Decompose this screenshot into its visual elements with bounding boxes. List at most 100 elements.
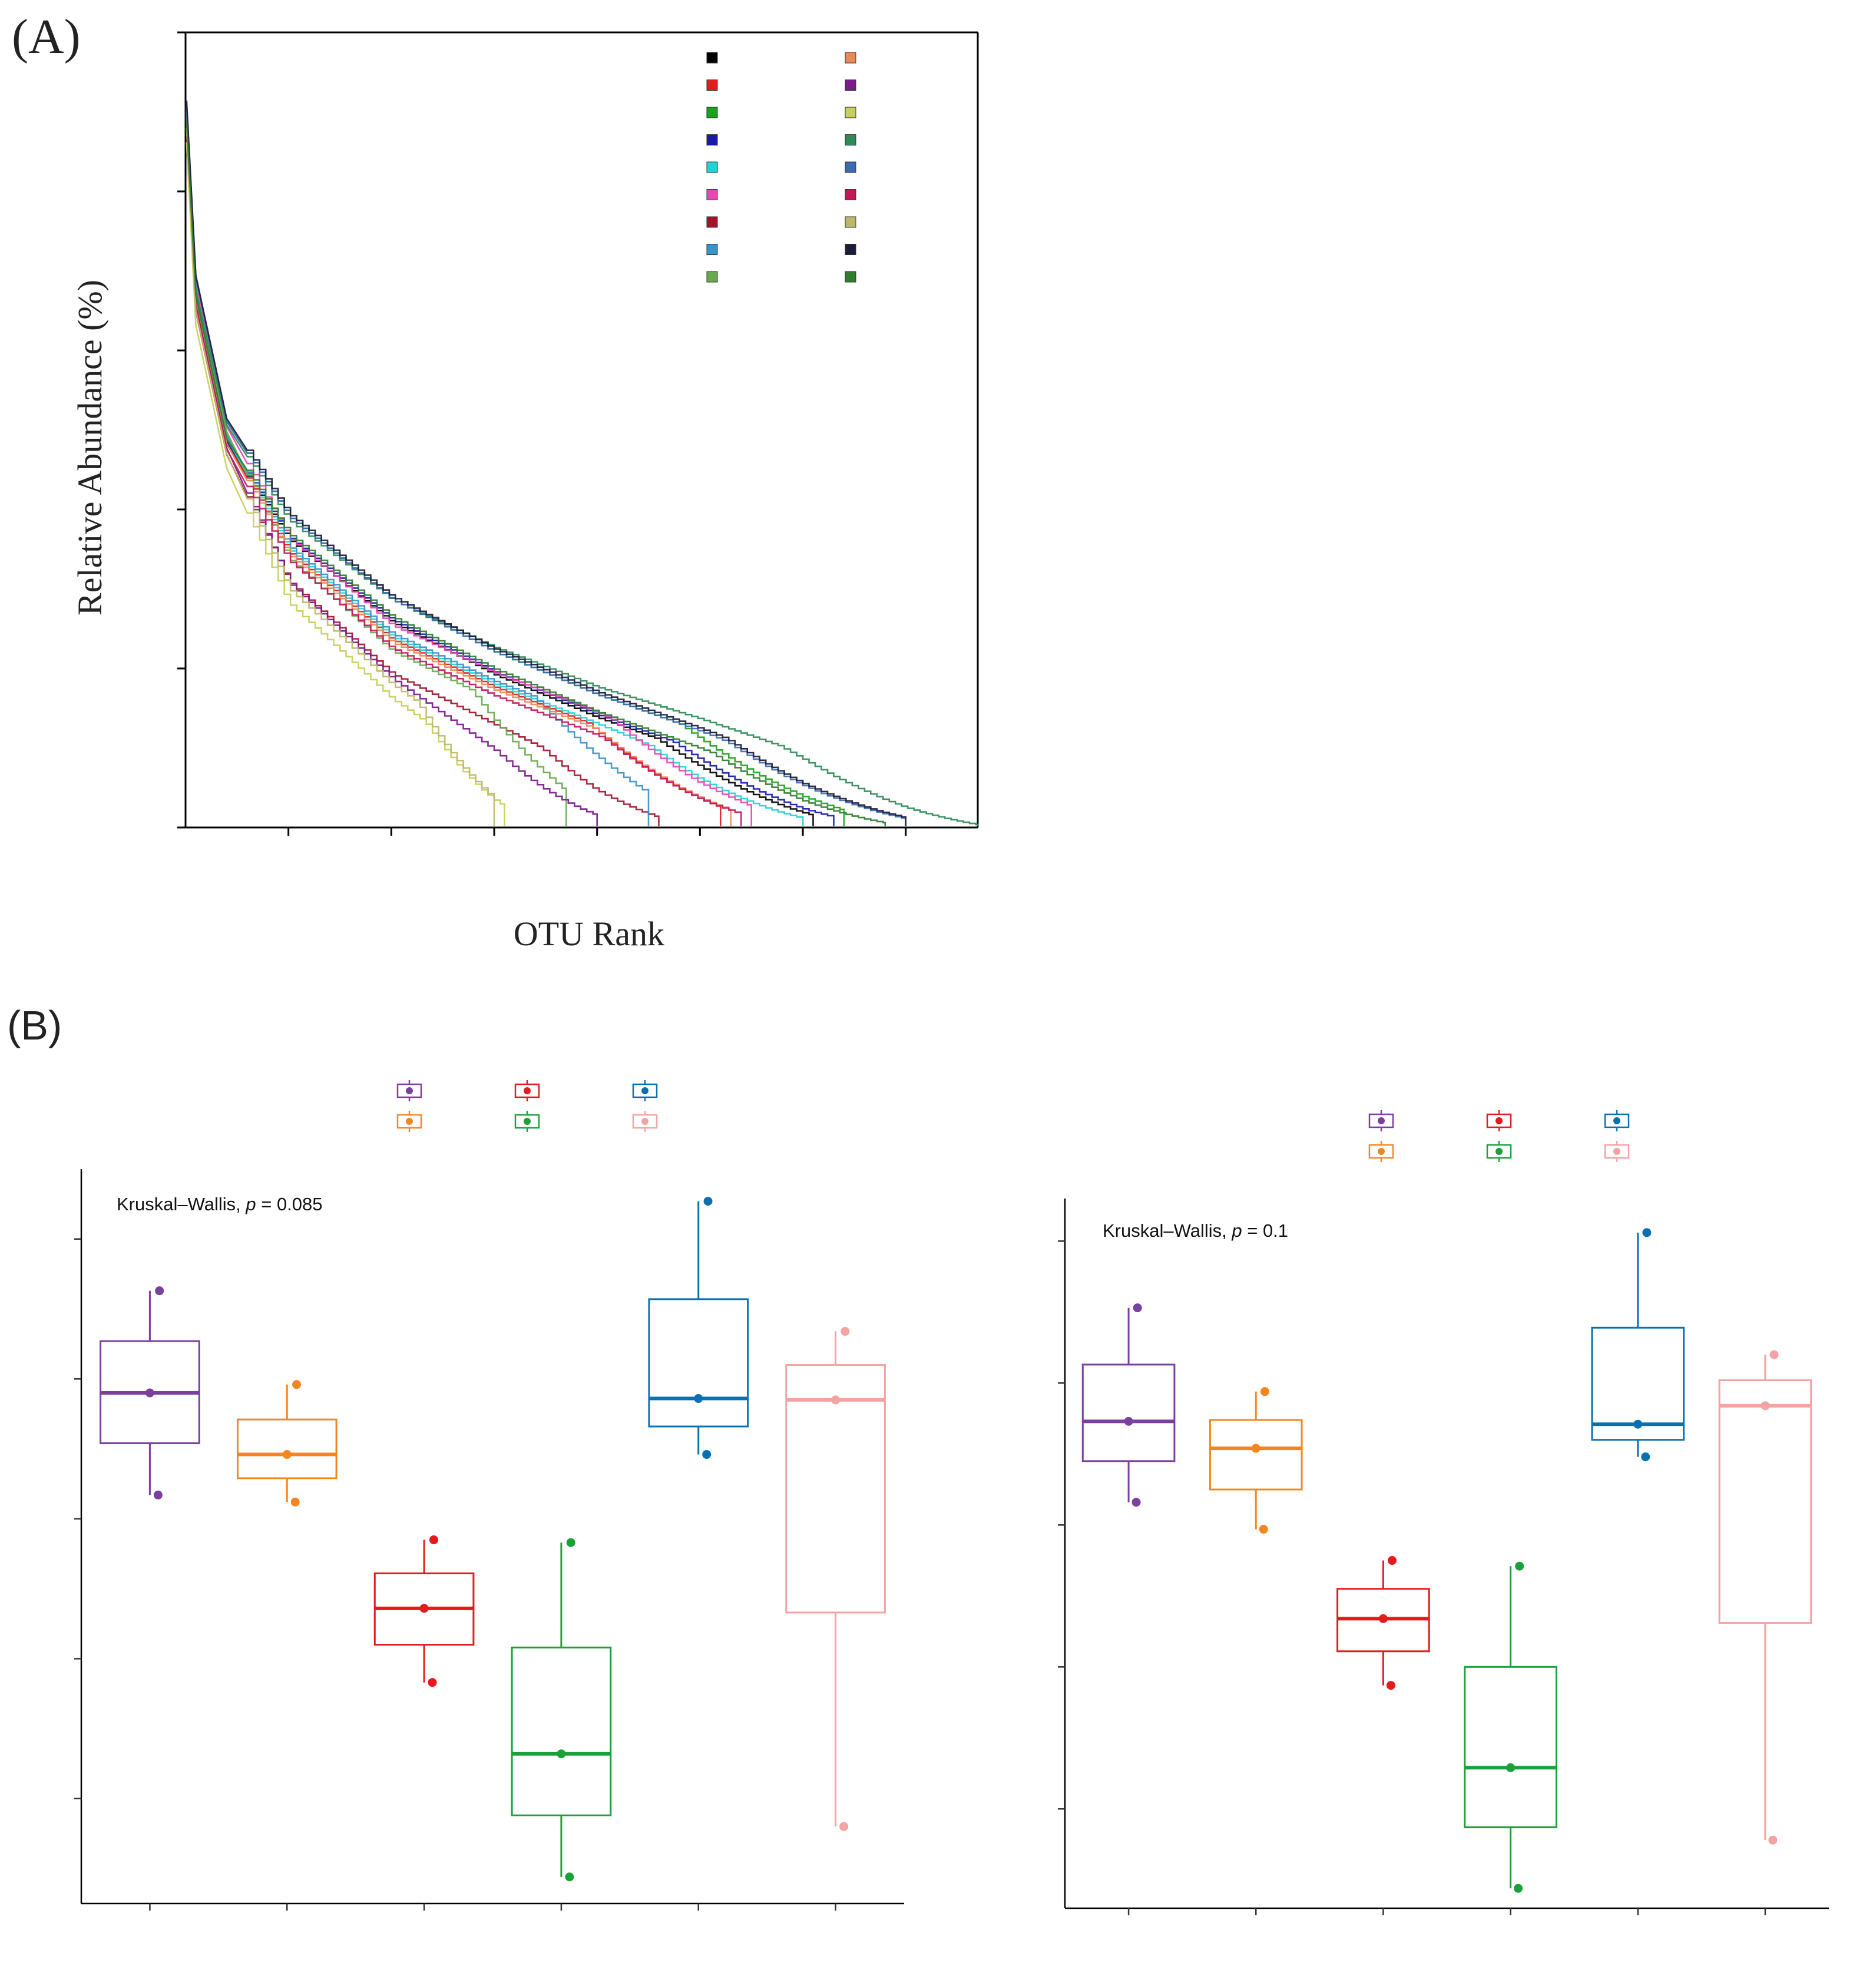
legend-dot [1613, 1117, 1620, 1124]
panel-a-x-ticks [287, 827, 907, 836]
data-point [565, 1872, 574, 1882]
data-point [694, 1394, 703, 1403]
data-point [145, 1388, 154, 1398]
box-iqr [236, 1418, 338, 1479]
data-point [292, 1380, 302, 1389]
series-line-nh1 [186, 114, 979, 826]
data-point [566, 1538, 575, 1547]
legend-dot [641, 1118, 649, 1125]
box-iqr [511, 1646, 612, 1816]
data-point [841, 1327, 850, 1336]
data-point [153, 1490, 163, 1499]
legend-swatch [845, 134, 856, 145]
series-line-nh2 [186, 103, 906, 826]
box-hwh-l [236, 1380, 338, 1507]
series-line-pc3 [186, 120, 886, 826]
legend-dot [1495, 1148, 1503, 1155]
legend-dot [524, 1087, 531, 1094]
box-iqr [785, 1364, 886, 1614]
box-hwh-h [100, 1286, 200, 1499]
legend-dot [641, 1087, 649, 1094]
box-nh [1591, 1228, 1685, 1462]
box-m [373, 1535, 475, 1687]
series-line-pc2 [186, 100, 906, 826]
data-point [1131, 1498, 1141, 1507]
chao-boxplot: Kruskal–Wallis, p = 0.1 [1058, 1110, 1829, 1915]
legend-swatch [706, 161, 718, 173]
data-point [1641, 1452, 1650, 1462]
data-point [1506, 1763, 1516, 1772]
legend-swatch [706, 52, 718, 64]
box-nh [648, 1197, 749, 1459]
data-point [839, 1822, 849, 1831]
panel-a-y-axis-title: Relative Abundance (%) [71, 280, 109, 615]
panel-a-legend [706, 52, 856, 283]
box-iqr [1209, 1419, 1303, 1491]
legend-dot [406, 1118, 413, 1125]
legend-swatch [706, 134, 718, 145]
legend-dot [1495, 1117, 1503, 1124]
box-nc [511, 1538, 612, 1882]
legend-swatch [845, 216, 856, 228]
data-point [1642, 1228, 1652, 1237]
box-iqr [1591, 1326, 1685, 1441]
legend-swatch [706, 271, 718, 283]
legend-dot [406, 1087, 413, 1094]
data-point [831, 1395, 841, 1405]
ace-boxplot: Kruskal–Wallis, p = 0.085 [74, 1080, 904, 1911]
data-point [1769, 1350, 1779, 1359]
data-point [1761, 1401, 1770, 1411]
annotation-p: p [245, 1194, 256, 1214]
panel-a-x-axis-title: OTU Rank [514, 915, 664, 953]
box-m [1336, 1556, 1430, 1690]
series-line-hwh-l1 [186, 123, 835, 826]
box-iqr [1081, 1363, 1176, 1462]
annotation-prefix: Kruskal–Wallis, [1103, 1220, 1232, 1241]
legend-swatch [706, 244, 718, 255]
panel-a-y-ticks [177, 31, 186, 829]
legend-swatch [845, 244, 856, 255]
box-hwh-l [1209, 1387, 1303, 1534]
kruskal-wallis-annotation: Kruskal–Wallis, p = 0.085 [117, 1194, 323, 1214]
legend-dot [1378, 1148, 1385, 1155]
data-point [1124, 1416, 1133, 1426]
legend-dot [524, 1118, 531, 1125]
box-pc [785, 1327, 886, 1831]
panel-a-label: (A) [12, 9, 81, 64]
panel-a: (A) Relative Abundance (%) OTU Rank [12, 9, 979, 953]
annotation-prefix: Kruskal–Wallis, [117, 1194, 246, 1214]
series-line-nc3 [186, 142, 505, 826]
legend-swatch [845, 52, 856, 64]
panel-b: (B) Kruskal–Wallis, p = 0.085 Kruskal–Wa… [7, 1002, 1829, 1915]
data-point [419, 1604, 429, 1613]
data-point [1133, 1303, 1142, 1313]
series-line-nc1 [186, 117, 732, 826]
box-iqr [1464, 1666, 1557, 1829]
legend-swatch [706, 80, 718, 91]
data-point [703, 1197, 713, 1206]
annotation-p: p [1231, 1220, 1242, 1241]
data-point [1378, 1614, 1388, 1623]
legend-swatch [706, 216, 718, 228]
box-hwh-h [1081, 1303, 1176, 1507]
legend-dot [1378, 1117, 1385, 1124]
box-pc [1718, 1350, 1812, 1845]
box-iqr [1718, 1379, 1812, 1624]
series-line-pc1 [186, 127, 495, 826]
legend-swatch [706, 107, 718, 118]
panel-b-label: (B) [7, 1002, 62, 1048]
data-point [1251, 1444, 1260, 1453]
kruskal-wallis-annotation: Kruskal–Wallis, p = 0.1 [1103, 1220, 1288, 1241]
data-point [1515, 1561, 1524, 1571]
series-line-hwh-h3 [186, 103, 845, 826]
annotation-value: = 0.085 [256, 1194, 323, 1214]
series-line-m1 [186, 128, 660, 826]
legend-swatch [706, 189, 718, 200]
data-point [282, 1450, 292, 1459]
data-point [1768, 1835, 1778, 1845]
box-nc [1464, 1561, 1557, 1893]
legend-swatch [845, 271, 856, 283]
legend-dot [1613, 1148, 1620, 1155]
data-point [1386, 1681, 1395, 1690]
